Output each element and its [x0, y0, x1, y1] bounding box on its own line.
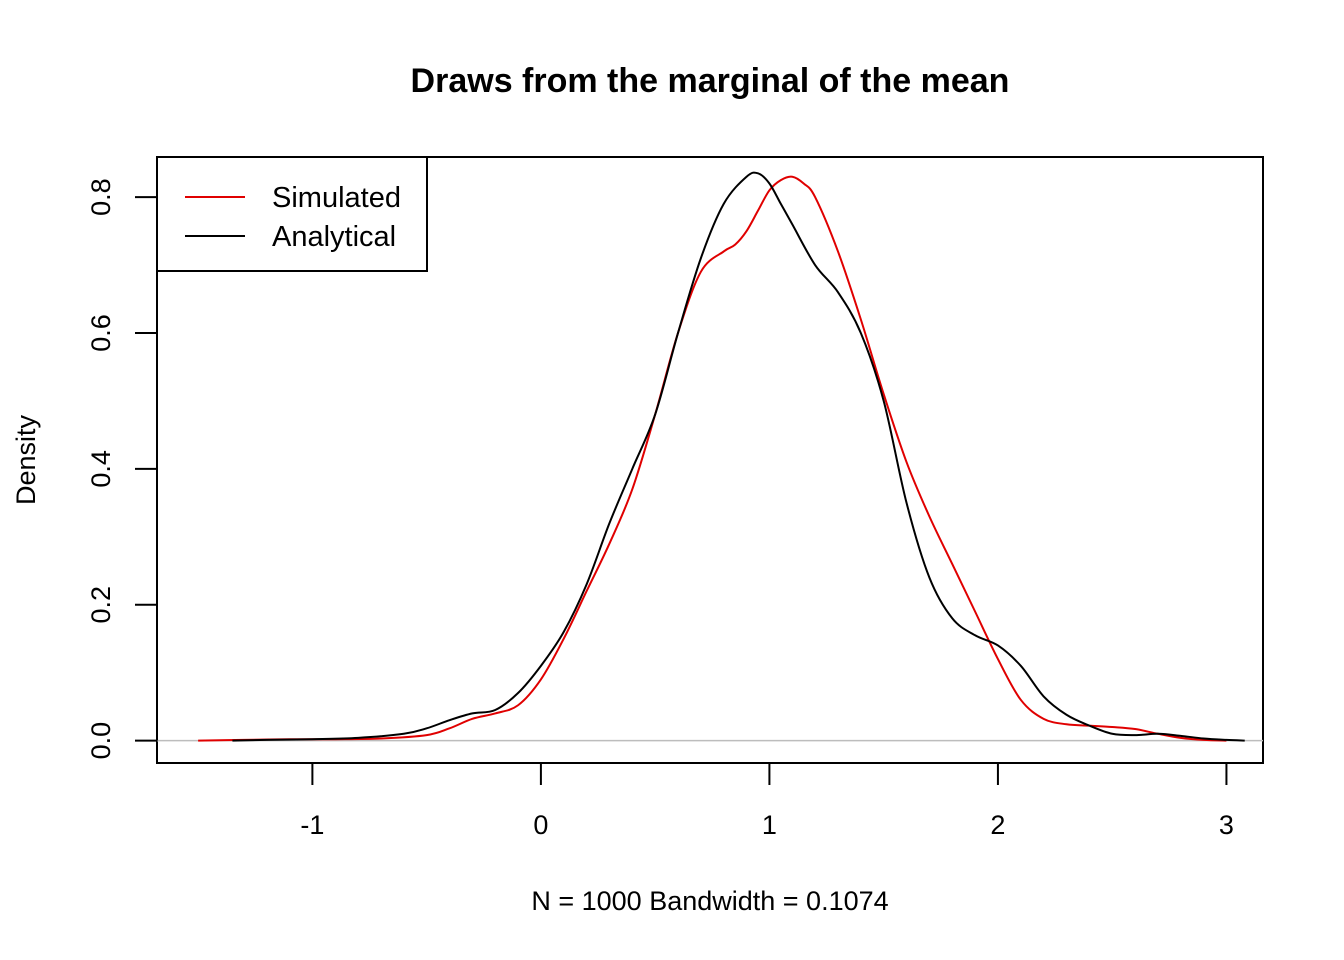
- y-axis-label: Density: [11, 414, 41, 505]
- x-tick-label: 0: [533, 810, 548, 840]
- y-tick-label: 0.6: [86, 314, 116, 352]
- y-tick-label: 0.2: [86, 586, 116, 624]
- x-tick-label: 3: [1219, 810, 1234, 840]
- legend-box: [156, 156, 428, 272]
- series-layer: [198, 171, 1245, 742]
- legend: Simulated Analytical: [156, 156, 428, 272]
- legend-label-simulated: Simulated: [272, 182, 401, 214]
- series-line-simulated: [198, 175, 1227, 742]
- y-tick-label: 0.8: [86, 178, 116, 216]
- series-line-analytical: [232, 171, 1245, 742]
- x-tick-label: 1: [762, 810, 777, 840]
- x-tick-label: 2: [990, 810, 1005, 840]
- chart-title: Draws from the marginal of the mean: [411, 62, 1010, 100]
- x-axis: -1 0 1 2 3: [300, 762, 1234, 840]
- y-tick-label: 0.4: [86, 450, 116, 488]
- y-tick-label: 0.0: [86, 722, 116, 760]
- legend-label-analytical: Analytical: [272, 221, 396, 253]
- y-axis: 0.0 0.2 0.4 0.6 0.8: [86, 178, 158, 760]
- x-tick-label: -1: [300, 810, 324, 840]
- x-axis-label: N = 1000 Bandwidth = 0.1074: [531, 886, 888, 916]
